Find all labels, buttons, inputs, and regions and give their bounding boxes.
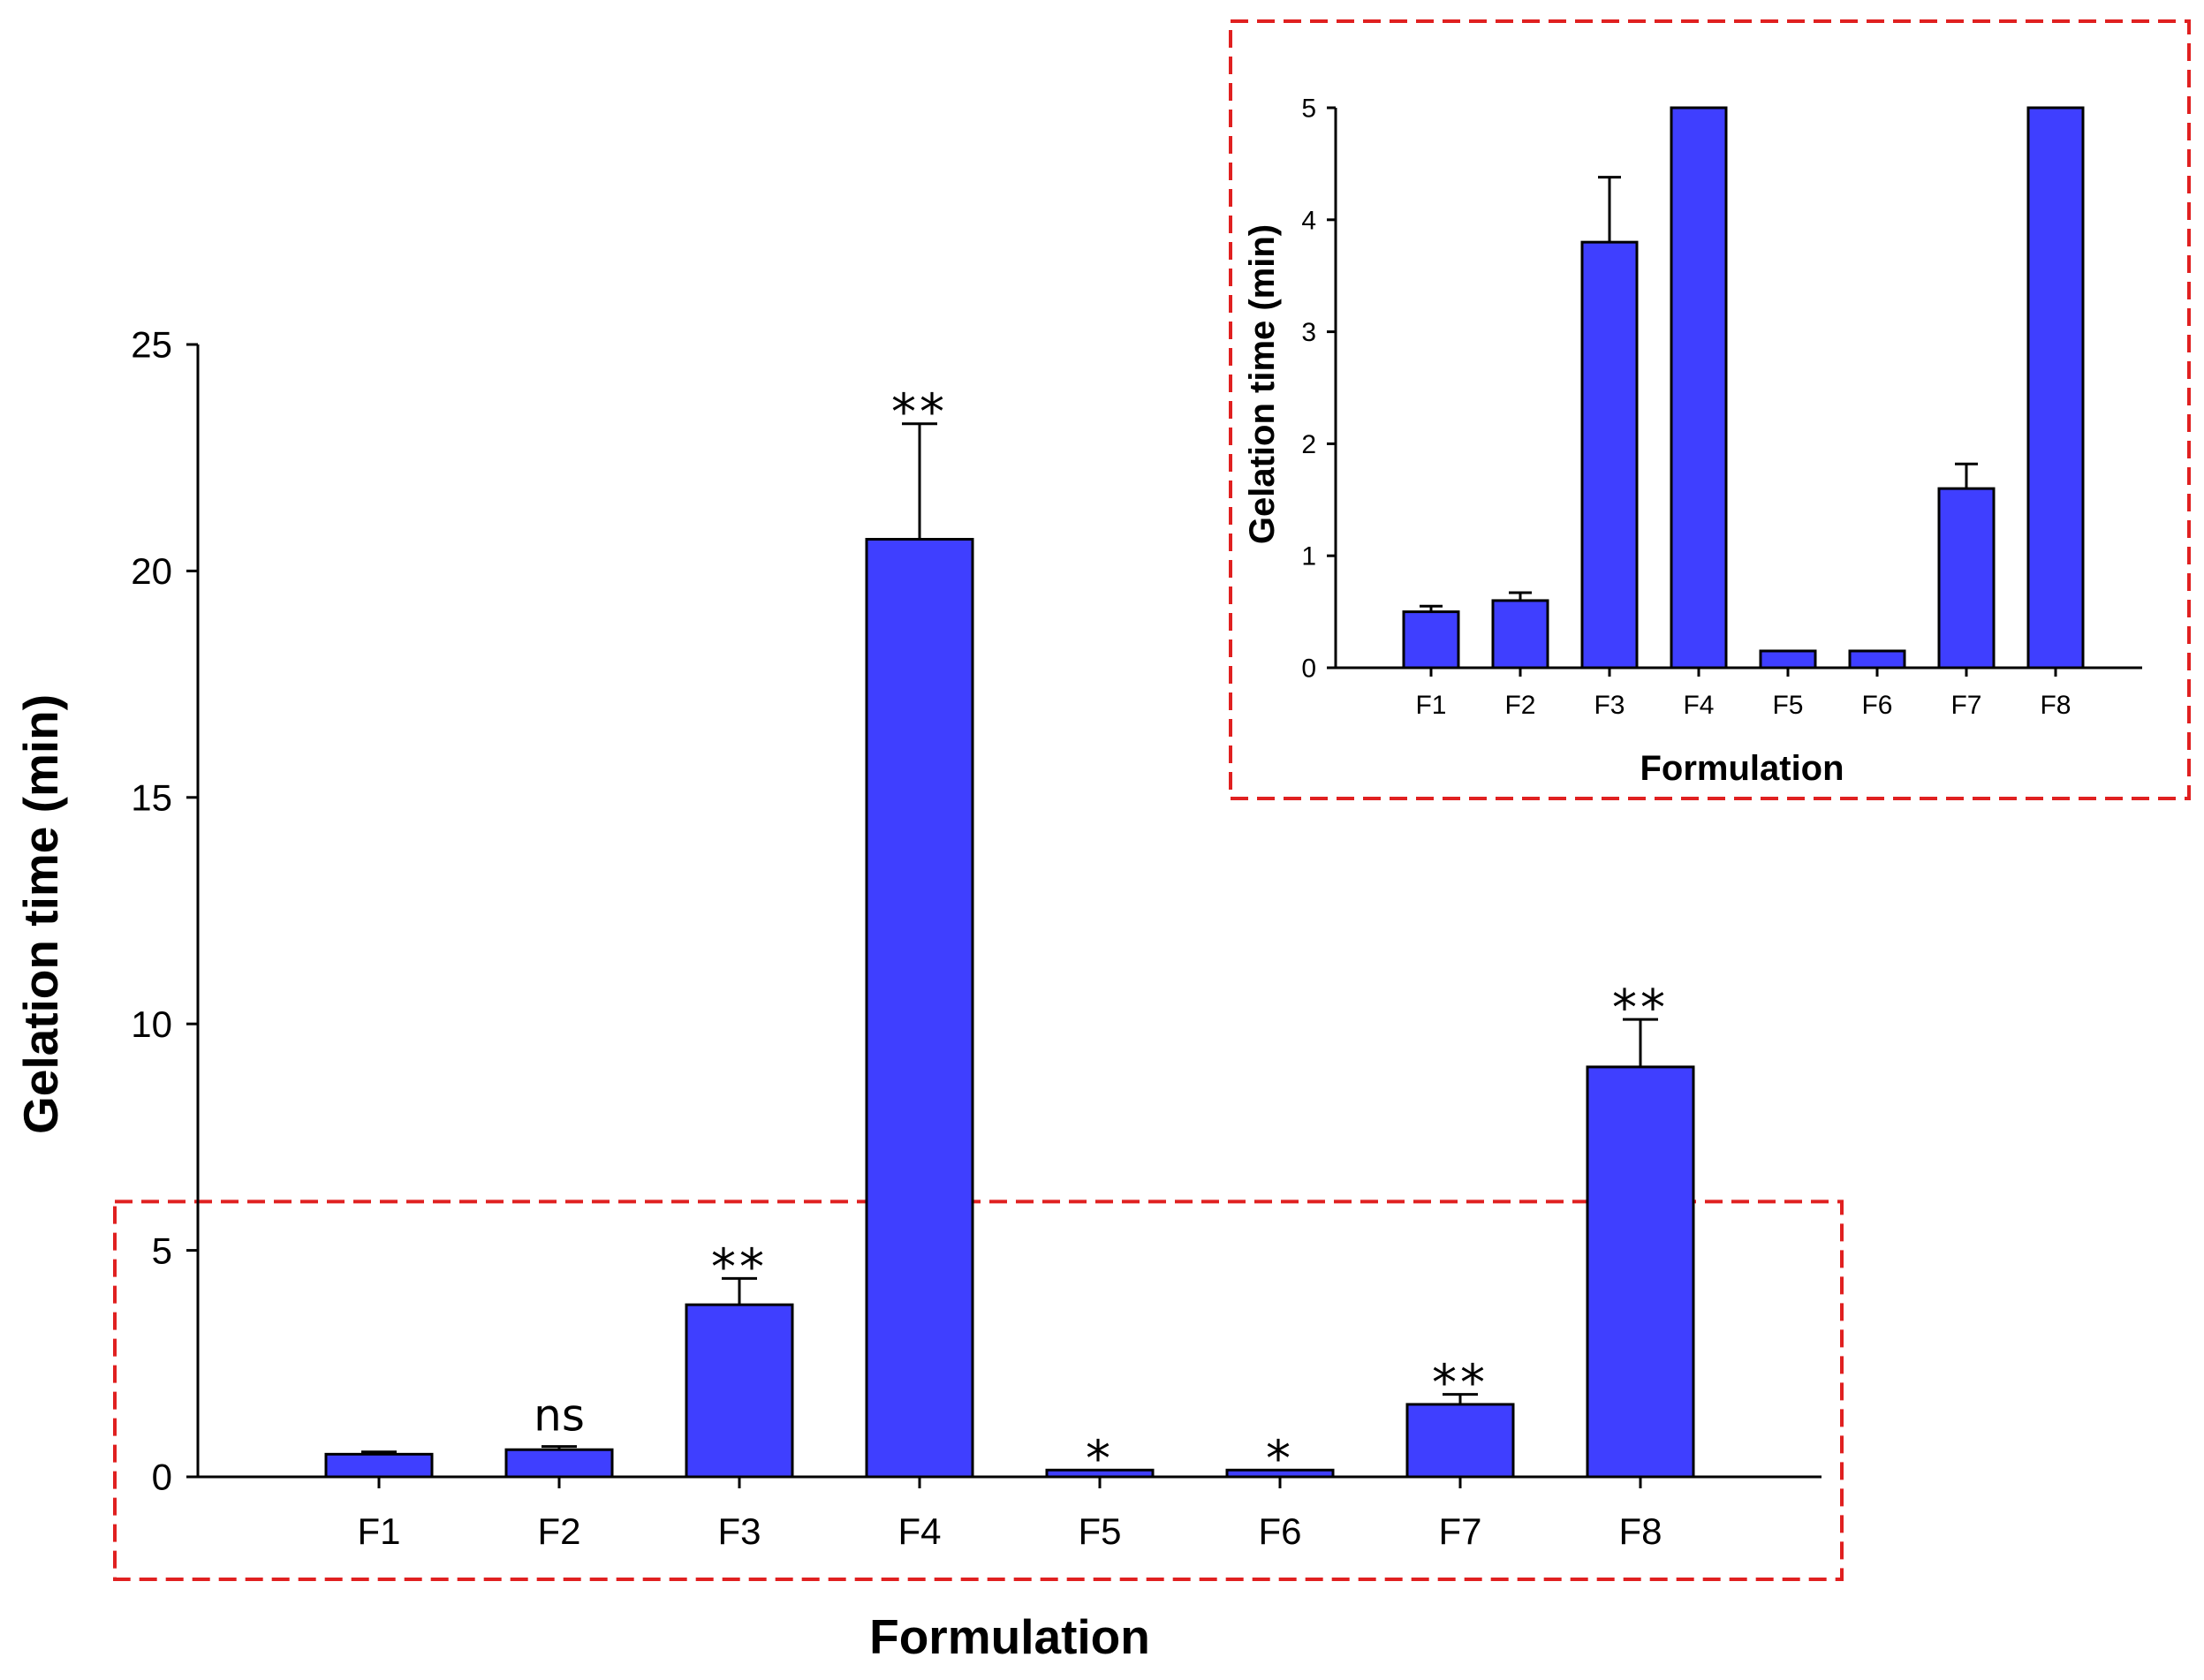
inset-x-tick-label-f3: F3 xyxy=(1594,691,1625,720)
inset-error-bars xyxy=(1420,176,1978,612)
main-y-axis-title: Gelation time (min) xyxy=(13,694,68,1134)
main-bar-f3 xyxy=(685,1303,794,1479)
main-x-tick-label-f2: F2 xyxy=(537,1510,580,1552)
main-significance-f5: * xyxy=(1086,1430,1114,1487)
main-significance-f7: ** xyxy=(1432,1355,1488,1412)
inset-y-tick-label: 5 xyxy=(1301,95,1316,124)
inset-x-tick-label-f4: F4 xyxy=(1683,691,1714,720)
inset-y-tick-label: 3 xyxy=(1301,318,1316,347)
inset-y-tick-label: 2 xyxy=(1301,430,1316,459)
main-bar-f8 xyxy=(1586,1065,1695,1479)
inset-x-tick-label-f7: F7 xyxy=(1950,691,1981,720)
main-y-tick-label: 5 xyxy=(152,1230,172,1271)
inset-bar-f1 xyxy=(1402,610,1460,670)
inset-y-tick-label: 0 xyxy=(1301,655,1316,684)
main-y-tick-label: 0 xyxy=(152,1457,172,1498)
inset-bar-f5 xyxy=(1759,649,1817,670)
inset-bar-chart: 0 1 2 3 4 5 F1 F2 F3 F4 F5 F6 F7 F8 Formulation Gela… xyxy=(1229,19,2191,800)
main-x-tick-label-f3: F3 xyxy=(717,1510,761,1552)
main-x-tick-label-f7: F7 xyxy=(1438,1510,1481,1552)
main-significance-f3: ** xyxy=(711,1238,768,1296)
main-significance-f8: ** xyxy=(1612,980,1669,1037)
main-x-tick-label-f6: F6 xyxy=(1258,1510,1301,1552)
main-x-tick-label-f1: F1 xyxy=(357,1510,400,1552)
main-bar-f7 xyxy=(1405,1403,1515,1479)
inset-bar-f2 xyxy=(1491,599,1549,670)
main-bar-f2 xyxy=(504,1448,614,1479)
main-significance-f2: ns xyxy=(534,1390,585,1442)
inset-x-tick-label-f5: F5 xyxy=(1772,691,1803,720)
main-bars xyxy=(324,538,1695,1479)
inset-bar-f6 xyxy=(1848,649,1906,670)
main-y-ticks: 0 5 10 15 20 25 xyxy=(131,324,198,1498)
main-x-tick-label-f8: F8 xyxy=(1618,1510,1662,1552)
inset-bar-f7 xyxy=(1937,487,1996,670)
main-significance-f4: ** xyxy=(891,384,948,442)
main-highlight-box xyxy=(113,1199,1844,1581)
main-y-tick-label: 15 xyxy=(131,777,172,819)
main-x-ticks: F1 F2 F3 F4 F5 F6 F7 F8 xyxy=(357,1477,1662,1552)
inset-bar-f4 xyxy=(1670,106,1728,670)
inset-x-tick-label-f6: F6 xyxy=(1861,691,1892,720)
inset-frame-box xyxy=(1229,19,2191,800)
main-significance-f6: * xyxy=(1266,1430,1294,1487)
inset-y-ticks: 0 1 2 3 4 5 xyxy=(1301,95,1336,684)
main-y-tick-label: 20 xyxy=(131,550,172,592)
inset-bar-f3 xyxy=(1580,240,1639,670)
main-significance-labels: ns***** ***** xyxy=(534,384,1669,1488)
inset-x-axis-title: Formulation xyxy=(1640,749,1844,788)
main-bar-f4 xyxy=(865,538,974,1479)
main-y-tick-label: 25 xyxy=(131,324,172,366)
main-x-tick-label-f5: F5 xyxy=(1078,1510,1121,1552)
inset-y-axis-title: Gelation time (min) xyxy=(1243,224,1282,544)
inset-x-tick-label-f1: F1 xyxy=(1415,691,1446,720)
inset-x-ticks: F1 F2 F3 F4 F5 F6 F7 F8 xyxy=(1415,668,2071,720)
inset-bar-f8 xyxy=(2026,106,2085,670)
main-bar-f1 xyxy=(324,1452,434,1479)
main-x-axis-title: Formulation xyxy=(869,1609,1150,1664)
main-error-bars xyxy=(361,422,1658,1455)
inset-y-tick-label: 1 xyxy=(1301,542,1316,571)
inset-x-tick-label-f8: F8 xyxy=(2040,691,2071,720)
main-y-tick-label: 10 xyxy=(131,1003,172,1045)
inset-x-tick-label-f2: F2 xyxy=(1504,691,1535,720)
main-x-tick-label-f4: F4 xyxy=(898,1510,941,1552)
inset-y-tick-label: 4 xyxy=(1301,206,1316,235)
